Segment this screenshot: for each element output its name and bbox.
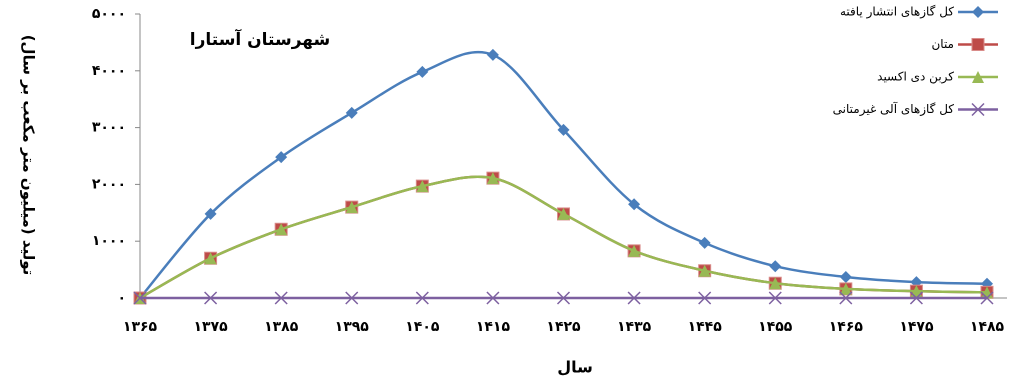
x-tick-label: ۱۳۶۵ (123, 319, 158, 335)
marker (909, 291, 923, 305)
marker (345, 201, 358, 214)
legend-marker (972, 6, 984, 18)
x-tick-label: ۱۴۱۵ (476, 319, 511, 335)
series-line (139, 175, 988, 300)
chart-title: شهرستان آستارا (190, 28, 330, 50)
x-tick-label: ۱۴۶۵ (829, 319, 864, 335)
x-tick-label: ۱۴۵۵ (758, 319, 793, 335)
marker (628, 198, 641, 211)
legend-label: کل گازهای آلی غیرمتانی (833, 101, 955, 117)
x-tick-label: ۱۳۹۵ (335, 319, 370, 335)
x-tick-label: ۱۴۴۵ (688, 319, 723, 335)
marker (486, 291, 500, 305)
marker (204, 252, 217, 265)
x-tick-label: ۱۳۸۵ (264, 319, 299, 335)
marker (275, 151, 288, 164)
legend-label: کربن دی اکسید (877, 70, 954, 85)
marker (416, 65, 429, 78)
marker (416, 180, 429, 193)
legend-marker (972, 71, 984, 83)
y-tick-label: ۴۰۰۰ (92, 63, 126, 79)
marker (204, 291, 218, 305)
marker (768, 291, 782, 305)
marker (769, 260, 782, 273)
marker (769, 277, 782, 290)
y-tick-label: ۲۰۰۰ (92, 176, 126, 192)
marker (133, 291, 147, 305)
y-tick-label: ۵۰۰۰ (92, 6, 126, 22)
marker (839, 282, 852, 295)
y-tick-label: ۰ (117, 290, 126, 306)
x-tick-label: ۱۳۷۵ (193, 319, 228, 335)
marker (345, 291, 359, 305)
marker (415, 291, 429, 305)
marker (698, 236, 711, 249)
marker (274, 291, 288, 305)
marker (839, 270, 852, 283)
legend-label: متان (931, 37, 954, 51)
marker (628, 244, 641, 257)
x-tick-label: ۱۴۳۵ (617, 319, 652, 335)
marker (486, 48, 499, 61)
marker (345, 106, 358, 119)
x-axis-title: سال (557, 358, 593, 377)
marker (486, 172, 499, 185)
series-line (139, 50, 988, 299)
marker (698, 264, 711, 277)
marker (275, 223, 288, 236)
marker (980, 291, 994, 305)
marker (204, 207, 217, 220)
x-tick-label: ۱۴۷۵ (899, 319, 934, 335)
legend-label: کل گازهای انتشار یافته (840, 5, 954, 20)
marker (627, 291, 641, 305)
marker (698, 291, 712, 305)
y-tick-label: ۳۰۰۰ (92, 120, 126, 136)
marker (839, 291, 853, 305)
x-tick-label: ۱۴۲۵ (546, 319, 581, 335)
y-tick-label: ۱۰۰۰ (92, 233, 126, 249)
y-axis-title: تولید (میلیون متر مکعب بر سال) (20, 35, 38, 276)
marker (557, 123, 570, 136)
marker (556, 291, 571, 305)
legend-marker (971, 38, 985, 51)
marker (557, 207, 570, 220)
legend-marker (971, 102, 985, 117)
x-tick-label: ۱۴۸۵ (970, 319, 1005, 335)
series-line (139, 175, 988, 300)
x-tick-label: ۱۴۰۵ (405, 319, 440, 335)
